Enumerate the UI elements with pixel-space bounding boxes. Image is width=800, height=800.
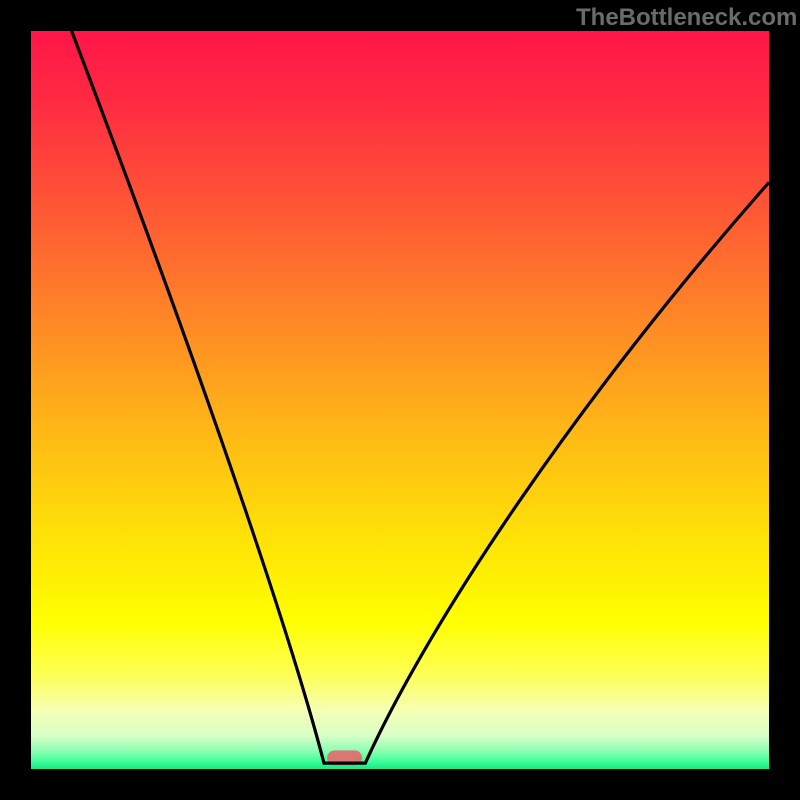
watermark-text: TheBottleneck.com bbox=[576, 4, 797, 32]
chart-border bbox=[0, 0, 800, 800]
